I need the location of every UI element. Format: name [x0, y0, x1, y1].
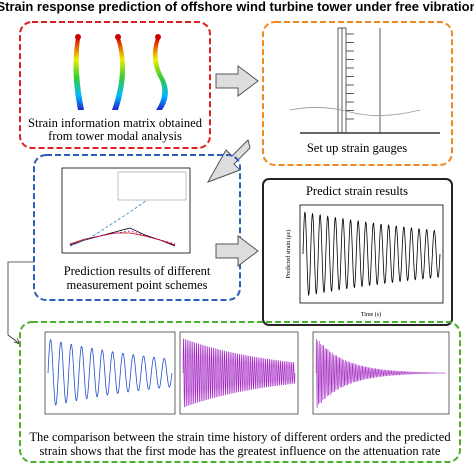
signal: [182, 338, 296, 408]
caption: The comparison between the strain time h…: [29, 430, 451, 444]
plot-frame: [299, 204, 444, 304]
signal: [315, 339, 447, 408]
caption: Set up strain gauges: [307, 141, 407, 155]
arrow: [215, 235, 259, 267]
arrow: [206, 139, 251, 183]
caption: Strain information matrix obtained: [28, 116, 203, 130]
panel-box: [19, 321, 461, 463]
title: Strain response prediction of offshore w…: [0, 0, 474, 14]
caption: measurement point schemes: [67, 278, 208, 292]
panel-box: [262, 21, 453, 166]
arrow: [215, 65, 259, 97]
caption: Prediction results of different: [64, 264, 211, 278]
tower-gauges: [289, 27, 440, 134]
panel-box: [33, 154, 241, 301]
panel-box: [19, 21, 211, 149]
tower-modes: [73, 34, 168, 110]
plot-frame: [179, 331, 299, 415]
y-axis-label: Predicted strain (με): [285, 230, 292, 279]
signal: [47, 339, 173, 406]
connector: [7, 261, 34, 345]
panel-box: [262, 178, 453, 326]
plot-frame: [312, 331, 450, 415]
plot-frame: [44, 331, 176, 415]
x-axis-label: Time (s): [361, 311, 381, 318]
caption: from tower modal analysis: [48, 129, 182, 143]
scheme-chart: [61, 167, 191, 254]
panel-heading: Predict strain results: [306, 184, 408, 198]
caption: strain shows that the first mode has the…: [40, 444, 441, 458]
signal: [302, 211, 441, 297]
